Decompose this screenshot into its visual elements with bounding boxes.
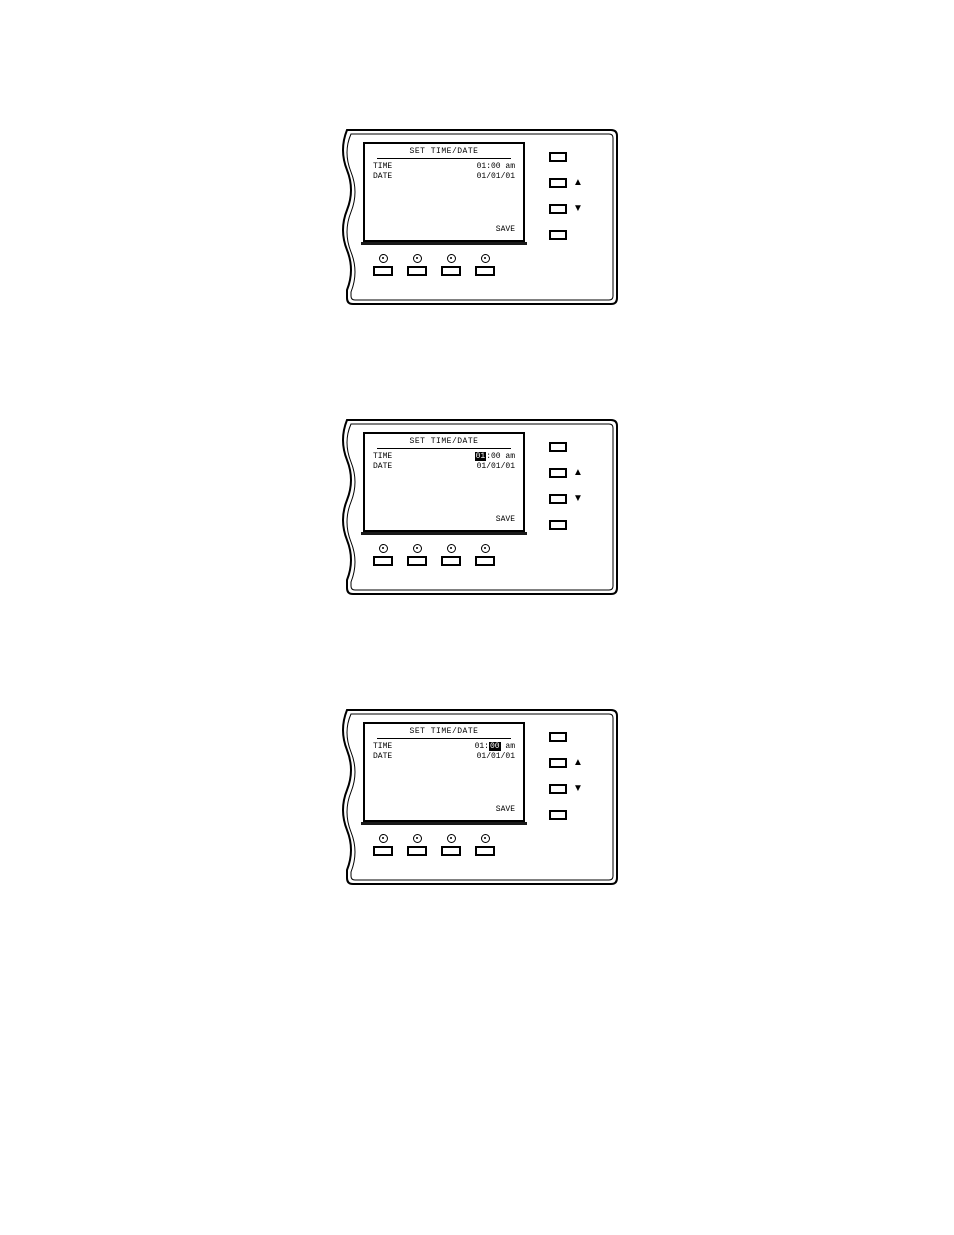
softkey-0[interactable]: [373, 266, 393, 276]
save-label[interactable]: SAVE: [496, 515, 515, 524]
arrow-down-icon: ▼: [573, 494, 583, 504]
softkey-2[interactable]: [441, 556, 461, 566]
softkey-2[interactable]: [441, 266, 461, 276]
softkey-0[interactable]: [373, 846, 393, 856]
date-label: DATE: [373, 462, 392, 472]
softkey-1[interactable]: [407, 266, 427, 276]
arrow-down-icon: ▼: [573, 204, 583, 214]
lcd-screen: SET TIME/DATE TIME 01:00 am DATE 01/01/0…: [363, 722, 525, 822]
softkey-1[interactable]: [407, 846, 427, 856]
save-label[interactable]: SAVE: [496, 225, 515, 234]
date-label: DATE: [373, 172, 392, 182]
indicator-dot-0: [379, 544, 388, 553]
bottom-button-3: [475, 254, 495, 276]
side-button-4[interactable]: [549, 230, 567, 240]
time-label: TIME: [373, 162, 392, 172]
bottom-button-1: [407, 254, 427, 276]
arrow-up-icon: ▲: [573, 758, 583, 768]
side-button-column: ▲ ▼: [549, 144, 583, 248]
indicator-dot-2: [447, 834, 456, 843]
time-value: 01:00 am: [475, 742, 515, 752]
date-value: 01/01/01: [477, 172, 515, 182]
bottom-button-0: [373, 254, 393, 276]
indicator-dot-0: [379, 254, 388, 263]
title-underline: [377, 158, 511, 159]
bottom-button-row: [373, 254, 495, 276]
date-value: 01/01/01: [477, 462, 515, 472]
side-button-down[interactable]: [549, 204, 567, 214]
device-panel-0: SET TIME/DATE TIME 01:00 am DATE 01/01/0…: [327, 120, 627, 310]
side-button-up[interactable]: [549, 468, 567, 478]
device-panel-2: SET TIME/DATE TIME 01:00 am DATE 01/01/0…: [327, 700, 627, 890]
bottom-button-2: [441, 254, 461, 276]
time-label: TIME: [373, 452, 392, 462]
bottom-button-1: [407, 544, 427, 566]
date-value: 01/01/01: [477, 752, 515, 762]
indicator-dot-1: [413, 834, 422, 843]
indicator-dot-3: [481, 834, 490, 843]
screen-shadow: [361, 532, 527, 535]
date-row: DATE 01/01/01: [373, 172, 515, 182]
bottom-button-1: [407, 834, 427, 856]
indicator-dot-1: [413, 254, 422, 263]
side-button-down[interactable]: [549, 494, 567, 504]
side-button-column: ▲ ▼: [549, 724, 583, 828]
screen-title: SET TIME/DATE: [365, 437, 523, 447]
softkey-3[interactable]: [475, 846, 495, 856]
time-value-highlight: 00: [489, 742, 501, 751]
arrow-up-icon: ▲: [573, 468, 583, 478]
indicator-dot-2: [447, 544, 456, 553]
screen-shadow: [361, 822, 527, 825]
softkey-0[interactable]: [373, 556, 393, 566]
indicator-dot-0: [379, 834, 388, 843]
time-row: TIME 01:00 am: [373, 452, 515, 462]
title-underline: [377, 448, 511, 449]
softkey-3[interactable]: [475, 556, 495, 566]
bottom-button-0: [373, 544, 393, 566]
bottom-button-2: [441, 834, 461, 856]
lcd-screen: SET TIME/DATE TIME 01:00 am DATE 01/01/0…: [363, 432, 525, 532]
side-button-1[interactable]: [549, 442, 567, 452]
softkey-1[interactable]: [407, 556, 427, 566]
bottom-button-3: [475, 834, 495, 856]
indicator-dot-2: [447, 254, 456, 263]
screen-title: SET TIME/DATE: [365, 727, 523, 737]
bottom-button-row: [373, 544, 495, 566]
indicator-dot-1: [413, 544, 422, 553]
time-row: TIME 01:00 am: [373, 742, 515, 752]
date-label: DATE: [373, 752, 392, 762]
bottom-button-row: [373, 834, 495, 856]
time-value: 01:00 am: [477, 162, 515, 172]
save-label[interactable]: SAVE: [496, 805, 515, 814]
side-button-4[interactable]: [549, 810, 567, 820]
side-button-up[interactable]: [549, 178, 567, 188]
bottom-button-0: [373, 834, 393, 856]
date-row: DATE 01/01/01: [373, 462, 515, 472]
softkey-3[interactable]: [475, 266, 495, 276]
side-button-1[interactable]: [549, 732, 567, 742]
side-button-down[interactable]: [549, 784, 567, 794]
screen-shadow: [361, 242, 527, 245]
device-panel-1: SET TIME/DATE TIME 01:00 am DATE 01/01/0…: [327, 410, 627, 600]
date-row: DATE 01/01/01: [373, 752, 515, 762]
side-button-up[interactable]: [549, 758, 567, 768]
time-value-highlight: 01: [475, 452, 487, 461]
time-value: 01:00 am: [475, 452, 515, 462]
side-button-column: ▲ ▼: [549, 434, 583, 538]
arrow-up-icon: ▲: [573, 178, 583, 188]
screen-title: SET TIME/DATE: [365, 147, 523, 157]
indicator-dot-3: [481, 544, 490, 553]
bottom-button-3: [475, 544, 495, 566]
time-row: TIME 01:00 am: [373, 162, 515, 172]
lcd-screen: SET TIME/DATE TIME 01:00 am DATE 01/01/0…: [363, 142, 525, 242]
time-label: TIME: [373, 742, 392, 752]
title-underline: [377, 738, 511, 739]
side-button-4[interactable]: [549, 520, 567, 530]
indicator-dot-3: [481, 254, 490, 263]
softkey-2[interactable]: [441, 846, 461, 856]
arrow-down-icon: ▼: [573, 784, 583, 794]
side-button-1[interactable]: [549, 152, 567, 162]
bottom-button-2: [441, 544, 461, 566]
